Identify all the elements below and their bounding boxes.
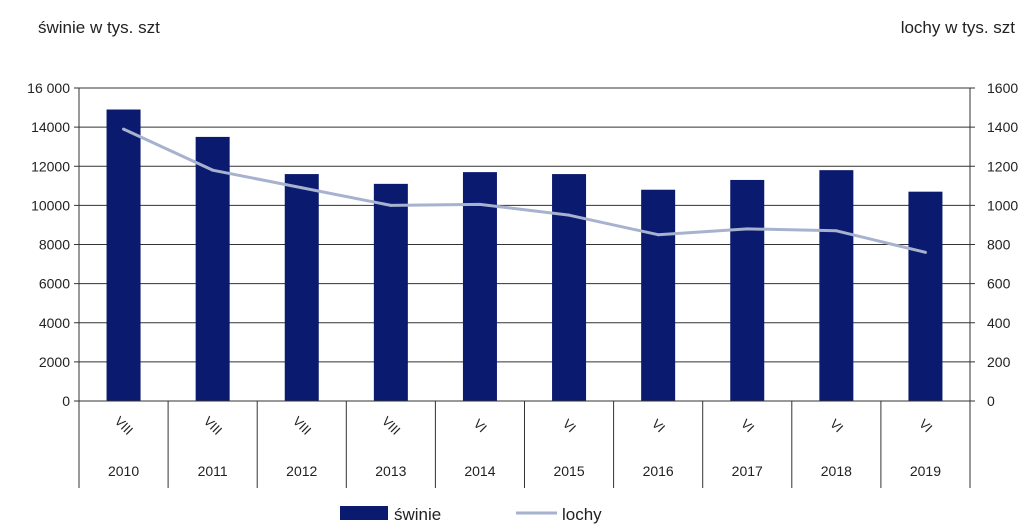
line-lochy — [122, 127, 927, 254]
year-label: 2014 — [464, 463, 495, 479]
bar-swinie-2015 — [552, 174, 587, 401]
point-lochy-2018 — [834, 229, 838, 233]
left-tick-label: 8000 — [39, 237, 70, 253]
month-label: VI — [827, 416, 846, 435]
month-label: VI — [738, 416, 757, 435]
left-tick-label: 10000 — [31, 197, 70, 213]
right-tick-label: 800 — [987, 237, 1011, 253]
bar-swinie-2016 — [641, 189, 676, 401]
left-tick-label: 6000 — [39, 276, 70, 292]
left-tick-label: 4000 — [39, 315, 70, 331]
bar-swinie-2010 — [106, 109, 141, 402]
bar-swinie-2011 — [195, 136, 230, 401]
year-label: 2010 — [108, 463, 139, 479]
left-tick-label: 2000 — [39, 354, 70, 370]
point-lochy-2017 — [745, 227, 749, 231]
month-label: VIII — [379, 413, 403, 437]
legend-swatch-swinie — [340, 506, 388, 520]
left-tick-label: 16 000 — [27, 80, 70, 96]
legend-label-lochy: lochy — [562, 505, 602, 524]
right-axis-title: lochy w tys. szt — [900, 18, 1015, 37]
bar-swinie-2018 — [819, 170, 854, 401]
legend: świnie lochy — [340, 505, 602, 524]
year-label: 2016 — [643, 463, 674, 479]
legend-label-swinie: świnie — [394, 505, 441, 524]
right-tick-label: 0 — [987, 393, 995, 409]
right-tick-label: 400 — [987, 315, 1011, 331]
year-label: 2015 — [553, 463, 584, 479]
year-label: 2012 — [286, 463, 317, 479]
month-label: VI — [560, 416, 579, 435]
category-axis: VIII 2010 VIII 2011 VIII 2012 VIII 2013 VI 2014 VI… — [78, 400, 971, 488]
month-label: VI — [916, 416, 935, 435]
month-label: VIII — [201, 413, 225, 437]
right-tick-label: 600 — [987, 276, 1011, 292]
year-label: 2019 — [910, 463, 941, 479]
line-lochy-path — [122, 127, 926, 254]
year-label: 2018 — [821, 463, 852, 479]
left-axis-title: świnie w tys. szt — [38, 18, 160, 37]
year-label: 2017 — [732, 463, 763, 479]
right-tick-label: 1600 — [987, 80, 1018, 96]
point-lochy-2015 — [567, 213, 571, 217]
point-lochy-2011 — [211, 168, 215, 172]
point-lochy-2019 — [923, 250, 927, 254]
point-lochy-2014 — [478, 202, 482, 206]
month-label: VI — [471, 416, 490, 435]
bar-swinie-2013 — [373, 183, 408, 401]
right-tick-label: 200 — [987, 354, 1011, 370]
month-label: VI — [649, 416, 668, 435]
bar-swinie-2012 — [284, 174, 319, 401]
bar-swinie-2019 — [908, 191, 943, 401]
bar-swinie-2014 — [462, 172, 497, 401]
point-lochy-2013 — [389, 203, 393, 207]
right-axis-ticks: 0 200 400 600 800 1000 1200 1400 1600 — [970, 80, 1018, 409]
month-label: VIII — [112, 413, 136, 437]
bars-swinie — [106, 109, 943, 402]
point-lochy-2010 — [122, 127, 126, 131]
point-lochy-2012 — [300, 186, 304, 190]
year-label: 2011 — [198, 463, 228, 479]
left-tick-label: 0 — [62, 393, 70, 409]
right-tick-label: 1000 — [987, 197, 1018, 213]
year-label: 2013 — [375, 463, 406, 479]
point-lochy-2016 — [656, 233, 660, 237]
right-tick-label: 1400 — [987, 119, 1018, 135]
right-tick-label: 1200 — [987, 158, 1018, 174]
left-axis-ticks: 0 2000 4000 6000 8000 10000 12000 14000 16 000 — [27, 80, 79, 409]
bar-swinie-2017 — [730, 179, 765, 401]
month-label: VIII — [290, 413, 314, 437]
left-tick-label: 12000 — [31, 158, 70, 174]
left-tick-label: 14000 — [31, 119, 70, 135]
